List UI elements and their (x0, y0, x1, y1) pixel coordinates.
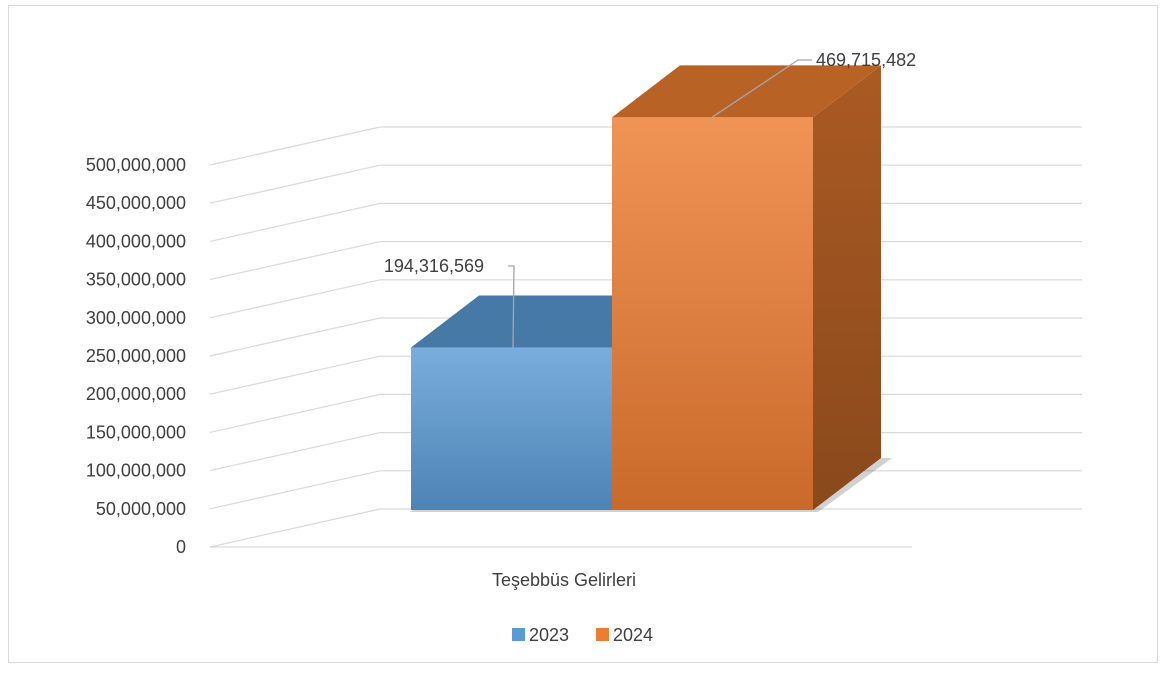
legend-label-2023: 2023 (529, 625, 569, 645)
y-tick-label: 450,000,000 (86, 193, 186, 213)
bars (410, 65, 892, 512)
leader-line (508, 265, 515, 348)
leader-line (711, 59, 812, 118)
y-tick-label: 400,000,000 (86, 231, 186, 251)
y-tick-label: 500,000,000 (86, 155, 186, 175)
legend-label-2024: 2024 (613, 625, 653, 645)
gridline (209, 508, 1082, 548)
data-label: 469,715,482 (816, 50, 916, 70)
bar-top-2024 (612, 65, 881, 118)
bar-2023 (411, 347, 612, 510)
data-labels: 194,316,569 469,715,482 (384, 50, 916, 348)
legend-swatch-2024 (596, 628, 609, 641)
y-tick-label: 0 (176, 537, 186, 557)
y-tick-label: 50,000,000 (96, 499, 186, 519)
bar-side-2024 (813, 65, 881, 510)
y-tick-label: 100,000,000 (86, 461, 186, 481)
legend-swatch-2023 (512, 628, 525, 641)
y-tick-label: 250,000,000 (86, 346, 186, 366)
legend: 2023 2024 (512, 625, 653, 645)
y-tick-label: 300,000,000 (86, 308, 186, 328)
category-label: Teşebbüs Gelirleri (492, 570, 636, 590)
y-tick-label: 150,000,000 (86, 422, 186, 442)
y-tick-label: 350,000,000 (86, 270, 186, 290)
y-tick-label: 200,000,000 (86, 384, 186, 404)
bar-2024 (612, 117, 813, 510)
data-label: 194,316,569 (384, 256, 484, 276)
y-axis: 0 50,000,000 100,000,000 150,000,000 200,000… (86, 155, 186, 557)
